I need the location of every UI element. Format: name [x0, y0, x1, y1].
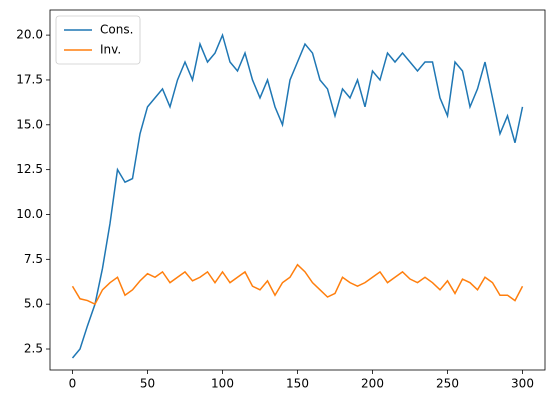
y-tick-label: 17.5	[16, 72, 43, 86]
line-series	[71, 263, 524, 306]
x-tick-label: 200	[361, 377, 384, 391]
y-tick-label: 7.5	[24, 252, 43, 266]
x-tick-label: 100	[211, 377, 234, 391]
x-tick-label: 0	[69, 377, 77, 391]
legend-box	[55, 15, 141, 65]
line-series	[71, 32, 524, 359]
legend-label: Inv.	[100, 43, 121, 57]
x-tick-label: 250	[436, 377, 459, 391]
y-tick-label: 2.5	[24, 342, 43, 356]
y-tick-label: 12.5	[16, 162, 43, 176]
x-tick-label: 50	[140, 377, 155, 391]
plot-frame	[49, 9, 546, 371]
y-tick-label: 5.0	[24, 297, 43, 311]
x-tick-label: 150	[286, 377, 309, 391]
legend-label: Cons.	[100, 23, 133, 37]
y-tick-label: 20.0	[16, 28, 43, 42]
x-tick-label: 300	[511, 377, 534, 391]
y-tick-label: 10.0	[16, 207, 43, 221]
y-tick-label: 15.0	[16, 117, 43, 131]
